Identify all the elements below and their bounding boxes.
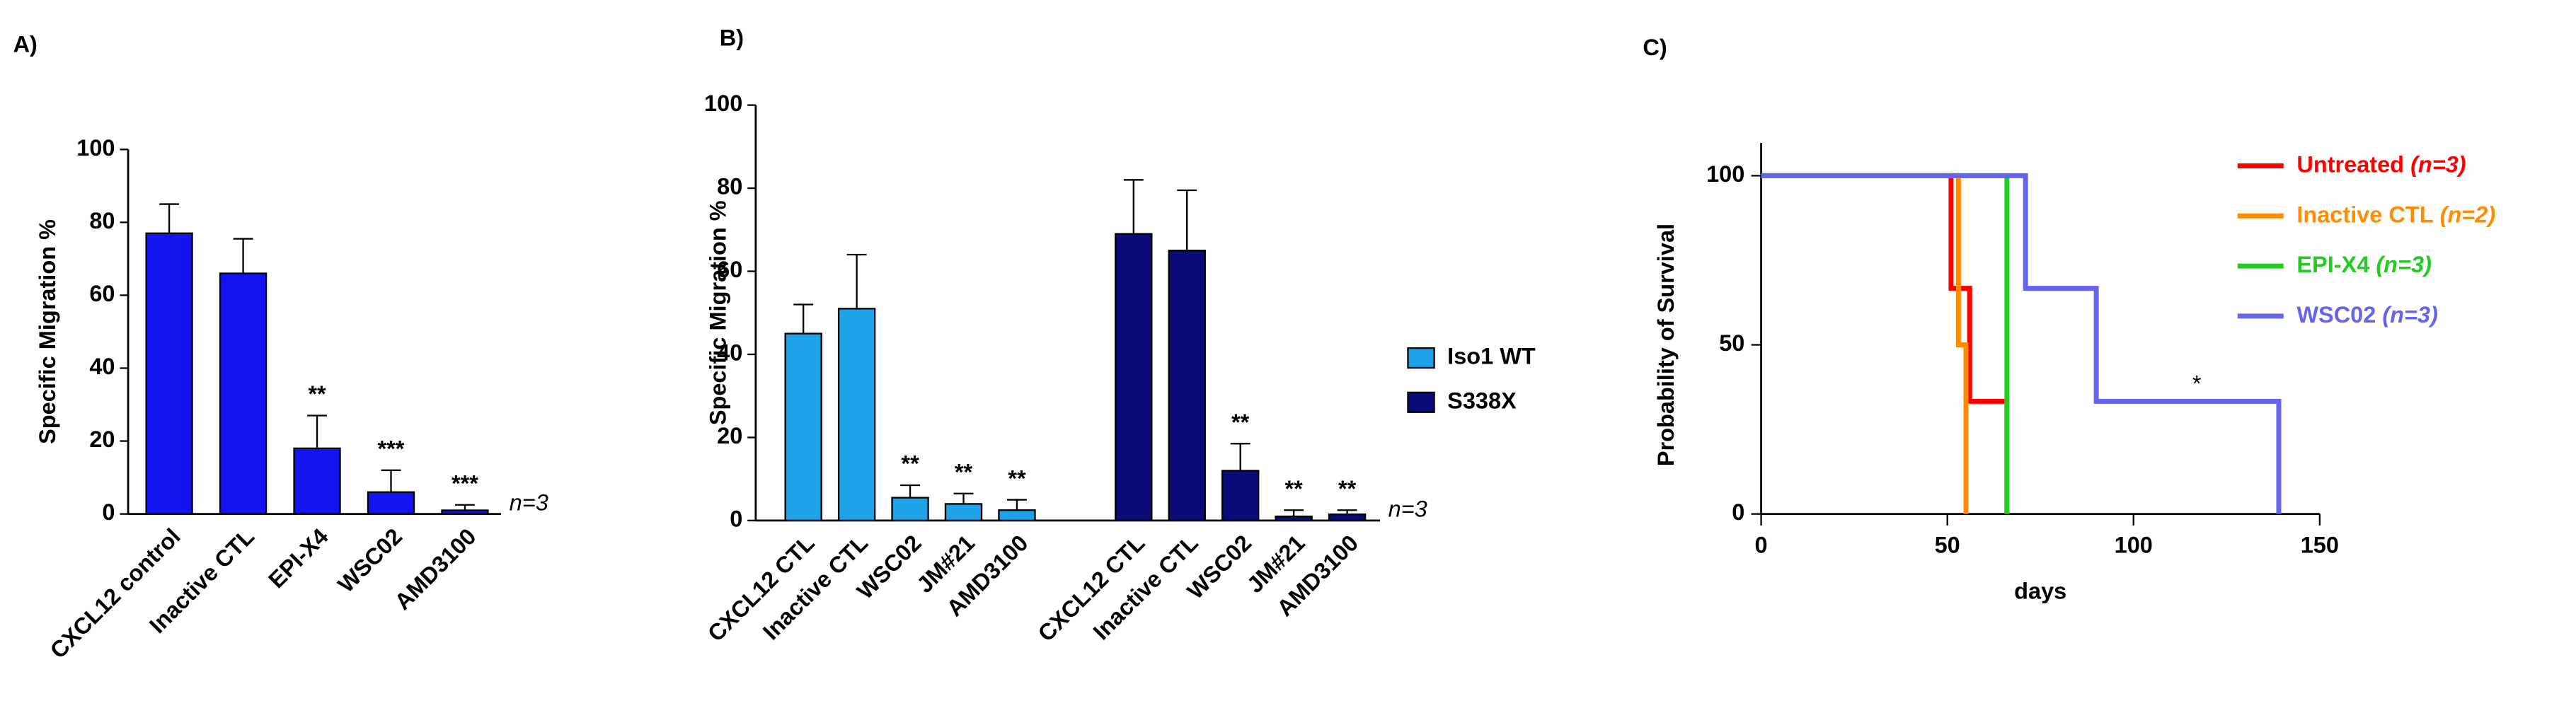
y-tick-label: 100 [1706, 161, 1744, 187]
bar [1168, 249, 1206, 522]
y-axis-label: Specific Migration % [35, 219, 60, 444]
y-tick-label: 80 [717, 174, 742, 199]
bar [998, 509, 1036, 522]
legend-n: (n=3) [2410, 151, 2466, 177]
y-tick-label: 0 [1732, 499, 1744, 525]
significance: ** [308, 381, 326, 407]
x-tick-label: EPI-X4 [263, 523, 333, 593]
legend-swatch [1407, 347, 1435, 369]
y-tick-label: 100 [704, 91, 742, 116]
legend-label: Iso1 WT [1447, 344, 1536, 369]
x-tick-label: 50 [1935, 533, 1960, 558]
y-axis-label: Probability of Survival [1653, 224, 1679, 466]
legend-name: Inactive CTL [2296, 202, 2433, 227]
x-tick-label: WSC02 [333, 523, 407, 598]
bar [219, 272, 268, 515]
significance: *** [452, 470, 478, 496]
legend-name: Untreated [2296, 151, 2404, 177]
bar [441, 509, 489, 515]
y-tick-label: 60 [89, 281, 115, 306]
annotation: n=3 [510, 489, 548, 515]
significance: ** [1284, 476, 1303, 502]
bar [1115, 233, 1153, 522]
legend-n: (n=3) [2382, 301, 2438, 327]
annotation: n=3 [1388, 497, 1427, 522]
significance: ** [1008, 465, 1026, 491]
legend-n: (n=2) [2440, 202, 2496, 227]
survival-curve [1761, 173, 2010, 514]
legend-n: (n=3) [2376, 252, 2432, 277]
y-tick-label: 20 [89, 427, 115, 452]
x-tick-label: 100 [2115, 533, 2153, 558]
bar [367, 491, 415, 515]
significance: ** [1231, 410, 1250, 435]
bar [837, 308, 876, 522]
y-tick-label: 60 [717, 257, 742, 282]
y-tick-label: 0 [730, 506, 742, 531]
legend-name: EPI-X4 [2296, 252, 2369, 277]
y-tick-label: 80 [89, 208, 115, 233]
x-axis-label: days [2014, 579, 2066, 604]
legend-label: WSC02 (n=3) [2296, 301, 2438, 327]
y-tick-label: 0 [102, 499, 115, 525]
legend-swatch [1407, 391, 1435, 413]
survival-curve [1761, 173, 1969, 514]
bar [145, 232, 193, 515]
bar [1328, 513, 1367, 522]
significance: ** [955, 459, 973, 485]
panel-label: C) [1643, 35, 1667, 60]
legend-label: Untreated (n=3) [2296, 151, 2466, 177]
significance: ** [901, 451, 919, 477]
panel-label: B) [720, 25, 744, 50]
significance: *** [378, 436, 405, 462]
bar [1221, 470, 1260, 522]
y-axis-label: Specific Migration % [705, 200, 730, 425]
bar [784, 332, 822, 522]
y-tick-label: 50 [1719, 330, 1744, 356]
panel-label: A) [13, 32, 38, 57]
bar [293, 447, 341, 515]
survival-curve [1761, 173, 2282, 514]
x-tick-label: CXCL12 control [45, 523, 185, 663]
legend-label: EPI-X4 (n=3) [2296, 252, 2432, 277]
annotation: * [2192, 371, 2202, 396]
y-tick-label: 40 [89, 354, 115, 379]
bar [891, 497, 929, 522]
legend-label: S338X [1447, 388, 1517, 413]
y-tick-label: 100 [76, 135, 115, 161]
legend-label: Inactive CTL (n=2) [2296, 202, 2495, 227]
x-tick-label: 150 [2301, 533, 2339, 558]
y-tick-label: 40 [717, 340, 742, 366]
bar [1275, 515, 1313, 522]
legend-name: WSC02 [2296, 301, 2376, 327]
x-tick-label: 0 [1755, 533, 1768, 558]
bar [944, 503, 983, 522]
y-tick-label: 20 [717, 423, 742, 448]
significance: ** [1338, 476, 1357, 502]
